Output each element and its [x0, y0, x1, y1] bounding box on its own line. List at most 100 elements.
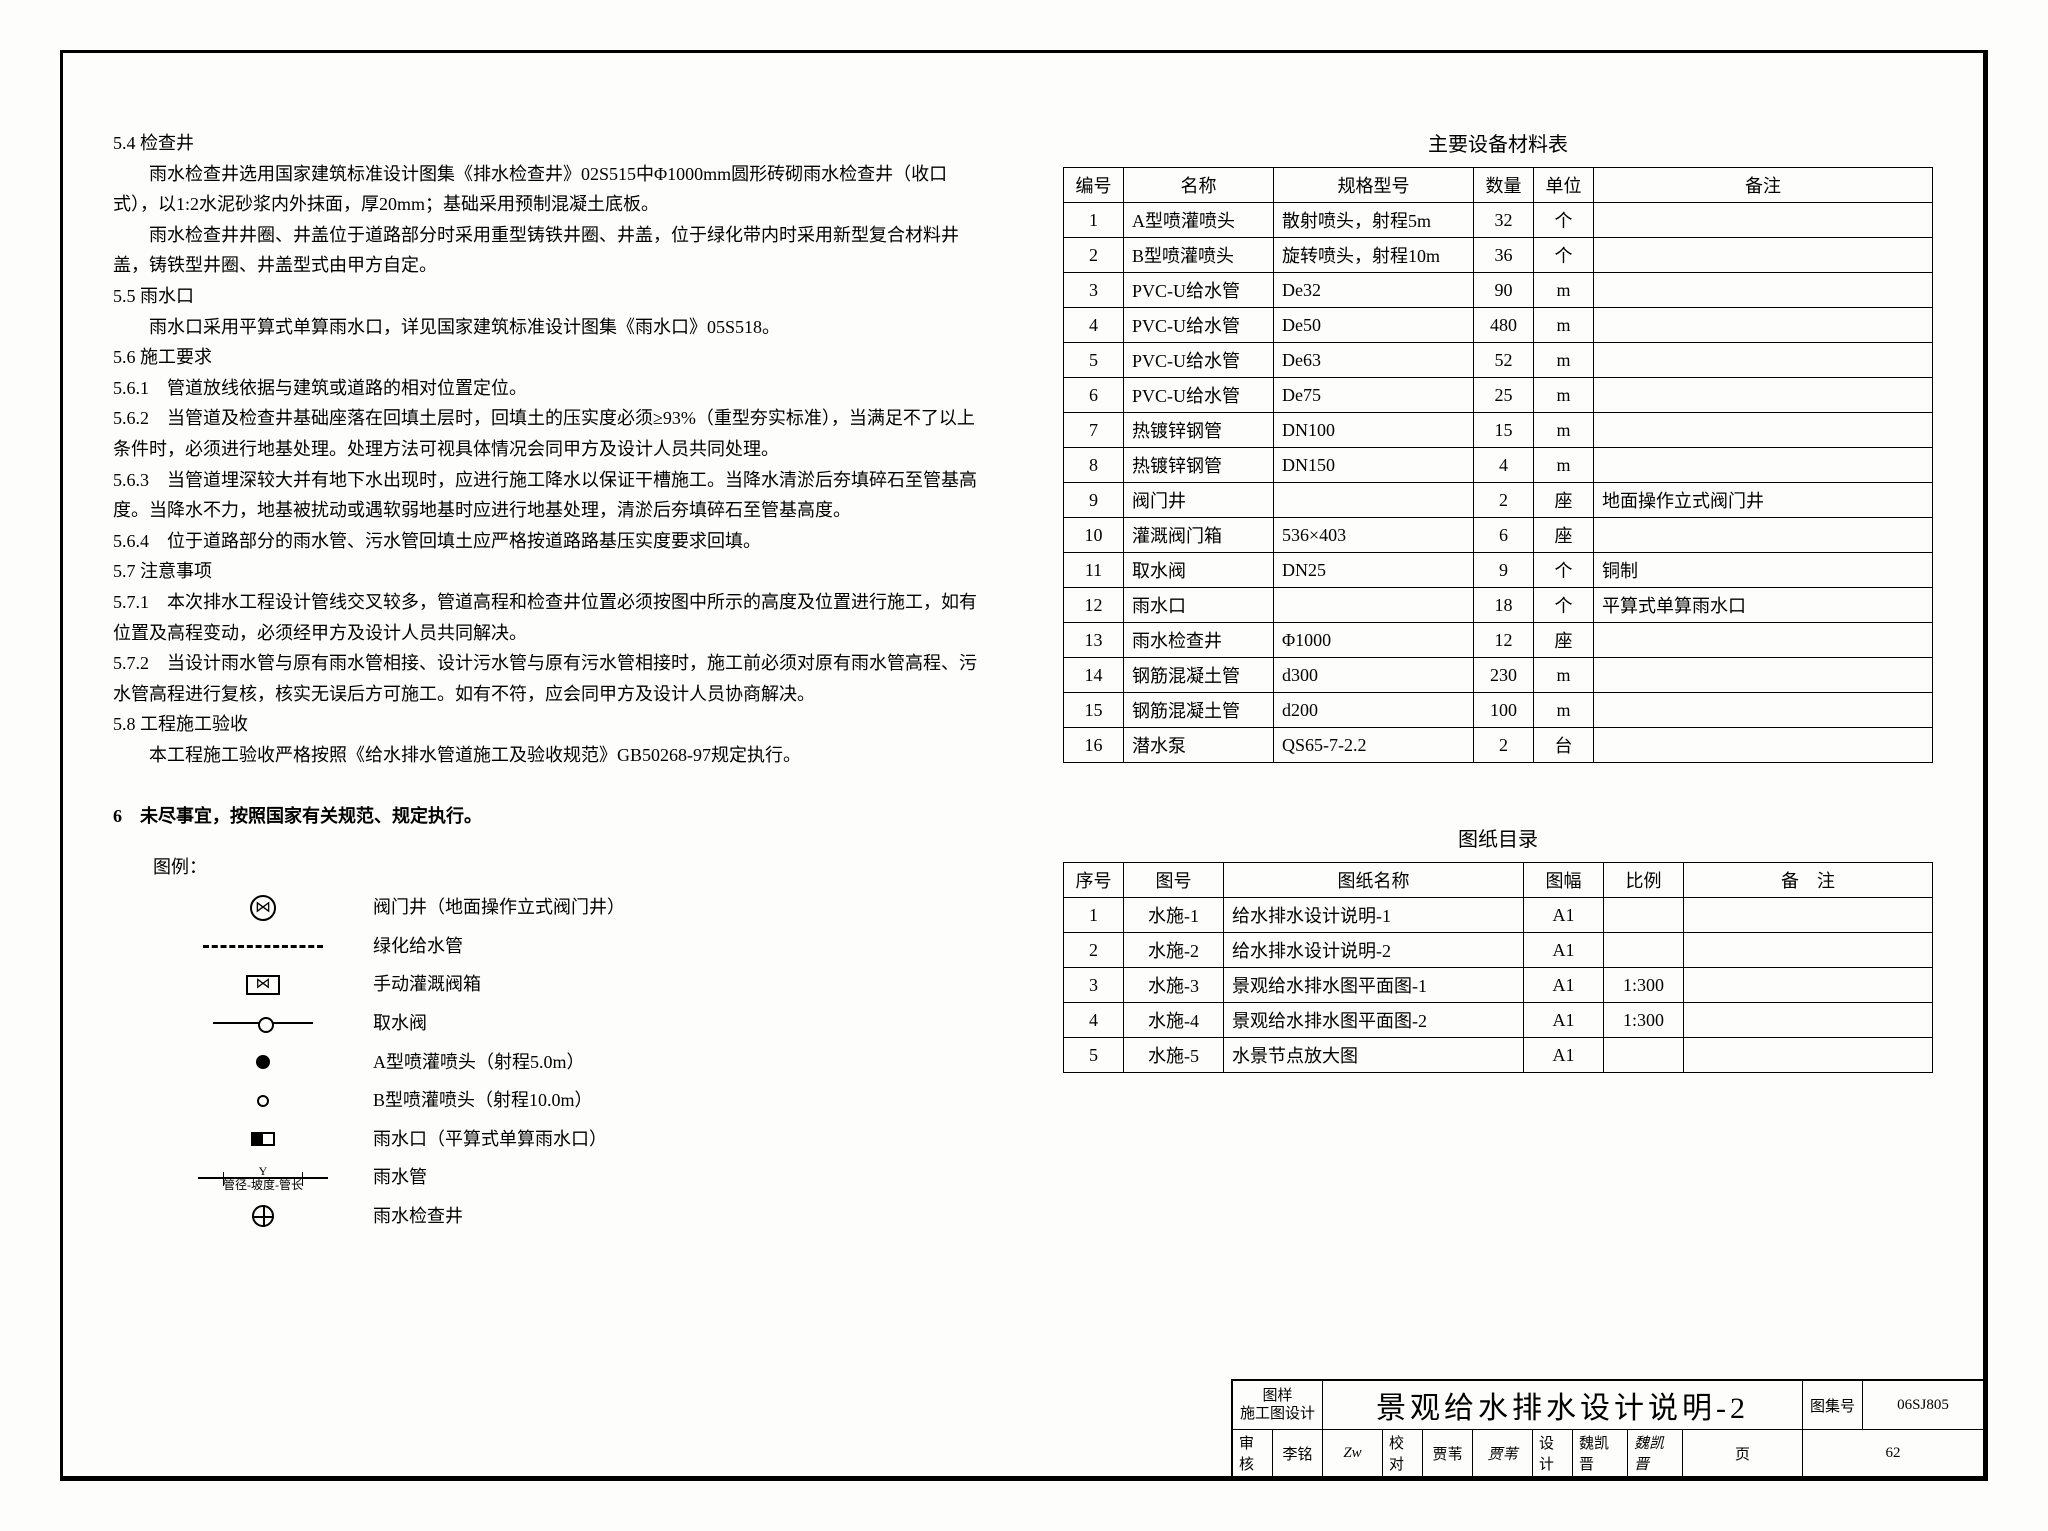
table-cell: 18: [1474, 588, 1534, 623]
table-cell: 6: [1474, 518, 1534, 553]
table-cell: m: [1534, 693, 1594, 728]
table-cell: 2: [1064, 238, 1124, 273]
paragraph: 雨水检查井选用国家建筑标准设计图集《排水检查井》02S515中Φ1000mm圆形…: [113, 159, 983, 220]
table-row: 1A型喷灌喷头散射喷头，射程5m32个: [1064, 203, 1933, 238]
table-cell: 4: [1064, 308, 1124, 343]
legend-row: ⋈手动灌溉阀箱: [153, 969, 983, 1000]
table-cell: 散射喷头，射程5m: [1274, 203, 1474, 238]
table-cell: 5: [1064, 1038, 1124, 1073]
table-header: 备 注: [1684, 863, 1933, 898]
legend-symbol-line-through: [153, 1022, 373, 1024]
table-cell: 地面操作立式阀门井: [1594, 483, 1933, 518]
table-cell: 536×403: [1274, 518, 1474, 553]
paragraph: 5.7.2 当设计雨水管与原有雨水管相接、设计污水管与原有污水管相接时，施工前必…: [113, 648, 983, 709]
table-cell: A型喷灌喷头: [1124, 203, 1274, 238]
table-row: 5PVC-U给水管De6352m: [1064, 343, 1933, 378]
table-cell: [1274, 588, 1474, 623]
table-cell: m: [1534, 308, 1594, 343]
table-cell: 个: [1534, 588, 1594, 623]
table-header: 序号: [1064, 863, 1124, 898]
table-cell: De75: [1274, 378, 1474, 413]
table-cell: [1684, 1038, 1933, 1073]
page: 5.4 检查井 雨水检查井选用国家建筑标准设计图集《排水检查井》02S515中Φ…: [0, 0, 2048, 1531]
table-row: 6PVC-U给水管De7525m: [1064, 378, 1933, 413]
table-cell: d300: [1274, 658, 1474, 693]
tb-check-sign: 贾苇: [1473, 1430, 1533, 1476]
legend-row: B型喷灌喷头（射程10.0m）: [153, 1085, 983, 1116]
table-cell: B型喷灌喷头: [1124, 238, 1274, 273]
table-cell: [1594, 623, 1933, 658]
specification-text: 5.4 检查井 雨水检查井选用国家建筑标准设计图集《排水检查井》02S515中Φ…: [113, 108, 983, 1240]
table-cell: [1594, 448, 1933, 483]
legend-symbol-crosshair: [153, 1205, 373, 1227]
table-header: 规格型号: [1274, 168, 1474, 203]
table-cell: 7: [1064, 413, 1124, 448]
legend-row: Y管径-坡度-管长雨水管: [153, 1162, 983, 1193]
table-cell: PVC-U给水管: [1124, 273, 1274, 308]
table-header: 图纸名称: [1224, 863, 1524, 898]
table-cell: [1594, 343, 1933, 378]
table-row: 8热镀锌钢管DN1504m: [1064, 448, 1933, 483]
table-cell: [1684, 898, 1933, 933]
tb-design-label: 设计: [1533, 1430, 1573, 1476]
heading-5-7: 5.7 注意事项: [113, 556, 983, 587]
table-cell: 3: [1064, 968, 1124, 1003]
table-row: 12雨水口18个平算式单算雨水口: [1064, 588, 1933, 623]
legend-label: 绿化给水管: [373, 931, 983, 962]
drawing-frame: 5.4 检查井 雨水检查井选用国家建筑标准设计图集《排水检查井》02S515中Φ…: [60, 50, 1988, 1481]
tb-category-2: 施工图设计: [1240, 1405, 1315, 1423]
legend-label: A型喷灌喷头（射程5.0m）: [373, 1047, 983, 1078]
table-row: 1水施-1给水排水设计说明-1A1: [1064, 898, 1933, 933]
tb-check-label: 校对: [1383, 1430, 1423, 1476]
legend-row: 绿化给水管: [153, 931, 983, 962]
table-cell: d200: [1274, 693, 1474, 728]
table-cell: DN25: [1274, 553, 1474, 588]
table-cell: PVC-U给水管: [1124, 343, 1274, 378]
table-cell: 36: [1474, 238, 1534, 273]
table-cell: 12: [1474, 623, 1534, 658]
tb-review-name: 李铭: [1273, 1430, 1323, 1476]
table-cell: [1594, 518, 1933, 553]
paragraph: 5.6.3 当管道埋深较大并有地下水出现时，应进行施工降水以保证干槽施工。当降水…: [113, 465, 983, 526]
table-cell: 6: [1064, 378, 1124, 413]
table-header: 数量: [1474, 168, 1534, 203]
table-row: 9阀门井2座地面操作立式阀门井: [1064, 483, 1933, 518]
legend-symbol-square-half: [153, 1132, 373, 1146]
table-cell: Φ1000: [1274, 623, 1474, 658]
equipment-table: 编号名称规格型号数量单位备注 1A型喷灌喷头散射喷头，射程5m32个2B型喷灌喷…: [1063, 167, 1933, 763]
heading-5-8: 5.8 工程施工验收: [113, 709, 983, 740]
table-cell: 11: [1064, 553, 1124, 588]
table-cell: 座: [1534, 518, 1594, 553]
table-cell: 9: [1064, 483, 1124, 518]
table-cell: [1274, 483, 1474, 518]
table-cell: 水景节点放大图: [1224, 1038, 1524, 1073]
tb-design-name: 魏凯晋: [1573, 1430, 1628, 1476]
table-row: 16潜水泵QS65-7-2.22台: [1064, 728, 1933, 763]
tb-review-label: 审核: [1233, 1430, 1273, 1476]
table-cell: m: [1534, 273, 1594, 308]
table-cell: 2: [1064, 933, 1124, 968]
table-cell: 14: [1064, 658, 1124, 693]
table-header: 图号: [1124, 863, 1224, 898]
drawing-list-title: 图纸目录: [1063, 823, 1933, 852]
table-cell: De50: [1274, 308, 1474, 343]
paragraph: 5.6.1 管道放线依据与建筑或道路的相对位置定位。: [113, 373, 983, 404]
table-cell: 座: [1534, 483, 1594, 518]
table-cell: A1: [1524, 1038, 1604, 1073]
table-cell: QS65-7-2.2: [1274, 728, 1474, 763]
table-cell: 阀门井: [1124, 483, 1274, 518]
table-row: 4PVC-U给水管De50480m: [1064, 308, 1933, 343]
tb-review-sign: Zw: [1323, 1430, 1383, 1476]
table-row: 14钢筋混凝土管d300230m: [1064, 658, 1933, 693]
table-cell: 热镀锌钢管: [1124, 448, 1274, 483]
legend-label: 取水阀: [373, 1008, 983, 1039]
table-cell: m: [1534, 343, 1594, 378]
table-cell: 雨水口: [1124, 588, 1274, 623]
table-cell: 16: [1064, 728, 1124, 763]
table-cell: 5: [1064, 343, 1124, 378]
legend-row: 雨水检查井: [153, 1201, 983, 1232]
table-row: 5水施-5水景节点放大图A1: [1064, 1038, 1933, 1073]
legend-label: 雨水检查井: [373, 1201, 983, 1232]
table-cell: 100: [1474, 693, 1534, 728]
table-cell: 个: [1534, 238, 1594, 273]
